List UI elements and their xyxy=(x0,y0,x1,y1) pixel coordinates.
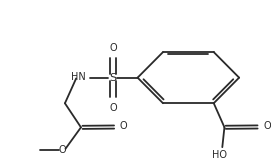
Text: O: O xyxy=(263,121,271,131)
Text: O: O xyxy=(120,121,128,131)
Text: HO: HO xyxy=(212,150,227,160)
Text: O: O xyxy=(58,145,66,155)
Text: HN: HN xyxy=(71,72,85,82)
Text: O: O xyxy=(109,103,117,113)
Text: S: S xyxy=(109,73,117,83)
Text: O: O xyxy=(109,43,117,53)
